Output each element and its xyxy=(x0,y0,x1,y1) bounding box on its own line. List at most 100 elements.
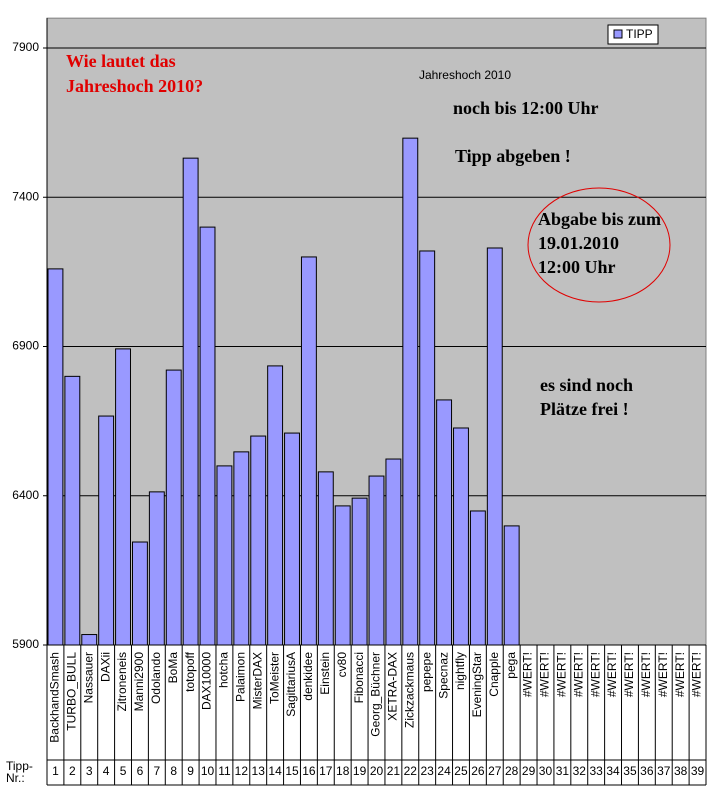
bar xyxy=(284,432,300,646)
tipp-nr: 10 xyxy=(201,764,215,778)
tipp-nr: 4 xyxy=(103,764,110,778)
x-tick-label: #WERT! xyxy=(605,652,619,697)
x-tick-label: EveningStar xyxy=(470,652,484,717)
x-tick-label: #WERT! xyxy=(571,652,585,697)
x-tick-label: TURBO_BULL xyxy=(65,652,79,731)
x-tick-label: #WERT! xyxy=(639,652,653,697)
tipp-nr: 15 xyxy=(285,764,299,778)
x-tick-label: Zickzackmaus xyxy=(402,652,416,728)
x-tick-label: BoMa xyxy=(166,652,180,684)
tipp-nr: 7 xyxy=(153,764,160,778)
bar xyxy=(486,247,503,646)
x-tick-label: Palaimon xyxy=(233,652,247,702)
x-tick-label: #WERT! xyxy=(656,652,670,697)
x-tick-label: Cnapple xyxy=(487,652,501,697)
legend-swatch xyxy=(613,29,623,39)
bar xyxy=(64,375,81,646)
bar xyxy=(469,510,486,646)
deadline: 19.01.2010 xyxy=(538,233,619,253)
tipp-nr: 29 xyxy=(522,764,536,778)
chart-title: Jahreshoch 2010 xyxy=(419,68,511,82)
x-tick-label: #WERT! xyxy=(555,652,569,697)
tipp-nr: 22 xyxy=(404,764,418,778)
bar xyxy=(233,451,250,646)
x-tick-label: Zitroneneis xyxy=(115,652,129,711)
tipp-nr: 30 xyxy=(539,764,553,778)
x-tick-label: Georg_Büchner xyxy=(369,652,383,737)
bar xyxy=(81,634,98,646)
legend-label: TIPP xyxy=(626,27,653,41)
tipp-nr: 21 xyxy=(387,764,401,778)
bar xyxy=(216,465,233,646)
x-tick-label: Specnaz xyxy=(436,652,450,699)
y-tick-label: 7400 xyxy=(12,189,39,203)
x-tick-label: pepepe xyxy=(419,652,433,692)
tipp-nr: 38 xyxy=(674,764,688,778)
tipp-nr: 2 xyxy=(69,764,76,778)
tipp-nr: 28 xyxy=(505,764,519,778)
question: Jahreshoch 2010? xyxy=(66,76,203,96)
bar xyxy=(419,250,436,646)
bar xyxy=(148,491,165,646)
x-tick-label: nightfly xyxy=(453,652,467,690)
tipp-nr: 35 xyxy=(623,764,637,778)
bar xyxy=(402,137,419,646)
bar xyxy=(182,157,199,646)
tipp-nr: 27 xyxy=(488,764,502,778)
x-tick-label: MisterDAX xyxy=(250,652,264,709)
x-tick-label: #WERT! xyxy=(690,652,704,697)
x-tick-label: pega xyxy=(504,652,518,679)
x-tick-label: cv80 xyxy=(335,652,349,678)
tipp-nr: 25 xyxy=(454,764,468,778)
x-tick-label: Manni2900 xyxy=(132,652,146,712)
x-tick-label: Odolando xyxy=(149,652,163,704)
tipp-nr: 5 xyxy=(120,764,127,778)
x-tick-label: SagittariusA xyxy=(284,652,298,717)
question: Wie lautet das xyxy=(66,51,176,71)
bar xyxy=(199,226,216,646)
tipp-nr: 20 xyxy=(370,764,384,778)
x-tick-label: Fibonacci xyxy=(352,652,366,703)
y-tick-label: 5900 xyxy=(12,637,39,651)
bar xyxy=(115,348,131,646)
x-tick-label: #WERT! xyxy=(538,652,552,697)
until: noch bis 12:00 Uhr xyxy=(453,98,599,118)
tipp-nr: 11 xyxy=(218,764,231,778)
deadline: Abgabe bis zum xyxy=(538,209,661,229)
tipp-nr: 16 xyxy=(302,764,316,778)
bar xyxy=(334,505,351,646)
tipp-nr: 14 xyxy=(268,764,282,778)
bar xyxy=(267,365,284,646)
x-tick-label: totopoff xyxy=(183,651,197,691)
bar xyxy=(385,458,402,646)
y-tick-label: 7900 xyxy=(12,40,39,54)
tipp-nr: 31 xyxy=(556,764,570,778)
y-tick-label: 6900 xyxy=(12,339,39,353)
x-tick-label: #WERT! xyxy=(588,652,602,697)
x-tick-label: Einstein xyxy=(318,652,332,695)
tipp-nr: 34 xyxy=(606,764,620,778)
tipp-nr: 26 xyxy=(471,764,485,778)
tipp-nr: 37 xyxy=(657,764,671,778)
x-tick-label: ToMeister xyxy=(267,652,281,704)
tipp-nr: 13 xyxy=(252,764,266,778)
bar xyxy=(98,415,115,646)
tipp-nr: 32 xyxy=(573,764,587,778)
x-tick-label: DAXii xyxy=(98,652,112,682)
tipp-nr: 6 xyxy=(137,764,144,778)
x-tick-label: #WERT! xyxy=(673,652,687,697)
bar xyxy=(47,268,64,646)
x-tick-label: #WERT! xyxy=(521,652,535,697)
places: es sind noch xyxy=(540,375,633,395)
bar xyxy=(453,427,469,646)
tipp-nr-label: Tipp- xyxy=(6,759,33,773)
tipp-nr: 12 xyxy=(235,764,249,778)
bar xyxy=(250,435,267,646)
tipp-nr: 36 xyxy=(640,764,654,778)
x-tick-label: DAX10000 xyxy=(200,652,214,710)
x-tick-label: Nassauer xyxy=(81,652,95,703)
tipp-nr: 33 xyxy=(589,764,603,778)
bar xyxy=(131,541,148,646)
bar xyxy=(351,497,368,646)
